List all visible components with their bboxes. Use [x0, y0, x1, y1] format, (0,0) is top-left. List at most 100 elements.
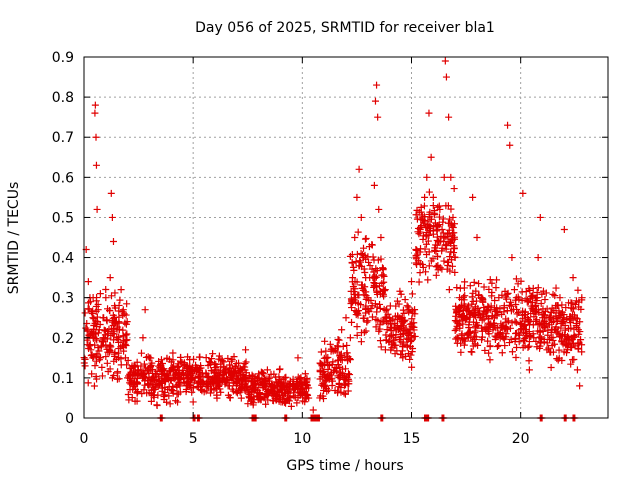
data-point [468, 293, 476, 301]
data-point [110, 327, 118, 335]
data-point [191, 374, 199, 382]
data-point [84, 341, 92, 349]
data-point [132, 378, 140, 386]
data-point [90, 382, 98, 390]
data-point [381, 346, 389, 354]
data-point [441, 57, 449, 65]
data-point [298, 390, 306, 398]
data-point [469, 193, 477, 201]
data-point [150, 374, 158, 382]
data-point [495, 341, 503, 349]
data-point [407, 334, 415, 342]
data-point [242, 358, 250, 366]
data-point [423, 173, 431, 181]
data-point [533, 288, 541, 296]
data-point [237, 394, 245, 402]
y-tick-label: 0.8 [52, 90, 74, 106]
data-point [529, 284, 537, 292]
x-tick-label: 0 [80, 431, 89, 447]
data-point [500, 335, 508, 343]
data-point [221, 367, 229, 375]
data-point [91, 101, 99, 109]
data-point [492, 284, 500, 292]
data-point [157, 356, 165, 364]
data-point [233, 378, 241, 386]
data-point [166, 400, 174, 408]
data-point [460, 284, 468, 292]
data-point [140, 360, 148, 368]
data-point [368, 241, 376, 249]
data-point [91, 362, 99, 370]
data-point [487, 302, 495, 310]
data-point [573, 315, 581, 323]
data-point [550, 326, 558, 334]
data-point [91, 109, 99, 117]
data-point [130, 382, 138, 390]
data-point [396, 325, 404, 333]
data-point [403, 302, 411, 310]
data-point [371, 273, 379, 281]
data-point [379, 266, 387, 274]
data-point [568, 299, 576, 307]
data-point [346, 334, 354, 342]
data-point [522, 333, 530, 341]
data-point [362, 234, 370, 242]
data-point [113, 369, 121, 377]
data-point [121, 340, 129, 348]
data-point [377, 317, 385, 325]
data-point [525, 338, 533, 346]
data-point [347, 287, 355, 295]
data-point [382, 336, 390, 344]
data-point [320, 382, 328, 390]
data-point [429, 202, 437, 210]
data-point [498, 310, 506, 318]
data-point [361, 235, 369, 243]
data-point [133, 397, 141, 405]
data-point [188, 388, 196, 396]
data-point [230, 379, 238, 387]
data-point [111, 348, 119, 356]
data-point [329, 358, 337, 366]
data-point [262, 400, 270, 408]
data-point [109, 314, 117, 322]
data-point [552, 312, 560, 320]
data-point [416, 269, 424, 277]
data-point [97, 342, 105, 350]
y-tick-label: 0.5 [52, 210, 74, 226]
data-point [117, 343, 125, 351]
data-point [167, 377, 175, 385]
data-point [395, 300, 403, 308]
data-point [484, 307, 492, 315]
data-point [445, 113, 453, 121]
data-point [110, 371, 118, 379]
data-point [111, 318, 119, 326]
data-point [376, 321, 384, 329]
data-point [444, 261, 452, 269]
data-point [336, 354, 344, 362]
data-point [81, 355, 89, 363]
data-point [466, 282, 474, 290]
data-point [121, 319, 129, 327]
data-point [276, 366, 284, 374]
data-point [123, 330, 131, 338]
data-point [81, 362, 89, 370]
data-point [149, 366, 157, 374]
data-point [410, 332, 418, 340]
data-point [461, 337, 469, 345]
data-point [92, 297, 100, 305]
data-point [434, 221, 442, 229]
data-point [417, 208, 425, 216]
data-point [433, 227, 441, 235]
data-point [224, 355, 232, 363]
data-point [433, 233, 441, 241]
data-point [538, 290, 546, 298]
data-point [265, 374, 273, 382]
data-point [108, 213, 116, 221]
y-tick-label: 0.4 [52, 251, 74, 267]
data-point [364, 294, 372, 302]
data-point [180, 362, 188, 370]
data-point [100, 314, 108, 322]
data-point [502, 330, 510, 338]
data-point [281, 398, 289, 406]
data-point [400, 309, 408, 317]
